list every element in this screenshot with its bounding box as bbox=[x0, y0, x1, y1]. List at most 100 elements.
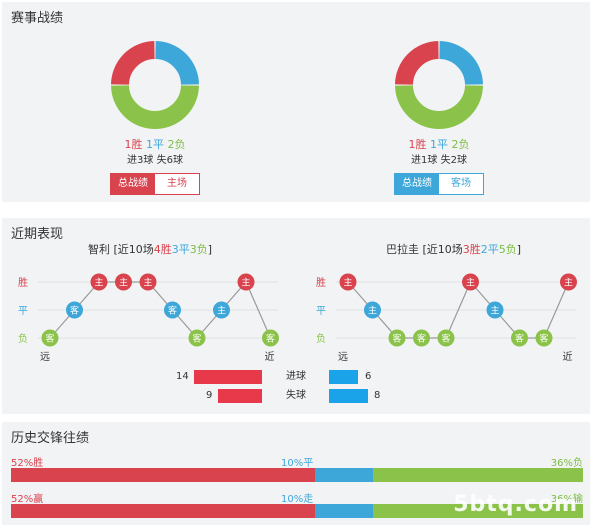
match-result-dot[interactable] bbox=[364, 301, 381, 319]
match-result-dot[interactable] bbox=[237, 273, 255, 291]
section-title: 历史交锋往绩 bbox=[11, 431, 90, 446]
draw-segment bbox=[314, 468, 373, 482]
venue-label: 主 bbox=[94, 277, 103, 289]
head-to-head-panel: 历史交锋往绩 52%胜 10%平 36%负 52%赢 10%走 36%输 5bt… bbox=[2, 422, 590, 525]
draw-segment bbox=[314, 504, 373, 518]
away-record-summary: 1胜 1平 2负 bbox=[349, 138, 529, 152]
draw-segment bbox=[438, 41, 483, 86]
match-result-dot[interactable] bbox=[164, 301, 181, 319]
near-label: 近 bbox=[563, 350, 573, 363]
home-goals-for-bar bbox=[194, 370, 262, 384]
loss-segment bbox=[395, 84, 483, 129]
venue-label: 客 bbox=[192, 333, 201, 345]
venue-label: 主 bbox=[241, 277, 250, 289]
h2h-handicap-row: 52%赢 10%走 36%输 bbox=[11, 488, 583, 518]
match-result-dot[interactable] bbox=[188, 329, 206, 347]
venue-label: 客 bbox=[392, 333, 401, 345]
win-segment bbox=[395, 41, 440, 86]
far-label: 远 bbox=[338, 351, 348, 363]
goals-summary: 进3球 失6球 bbox=[127, 155, 183, 166]
match-result-dot[interactable] bbox=[413, 329, 430, 347]
team-name: 巴拉圭 bbox=[386, 243, 419, 256]
match-result-dot[interactable] bbox=[115, 273, 132, 291]
loss-count: 2负 bbox=[167, 138, 186, 151]
home-record-donut bbox=[111, 41, 199, 129]
h2h-loss-pct: 36%负 bbox=[550, 458, 583, 469]
form-draws: 3平 bbox=[171, 243, 190, 256]
h2h-push-pct: 10%走 bbox=[281, 494, 314, 505]
match-result-dot[interactable] bbox=[560, 273, 577, 291]
h2h-cover-pct: 52%赢 bbox=[11, 494, 44, 505]
away-goals-against-bar bbox=[329, 389, 368, 403]
win-count: 1胜 bbox=[408, 138, 427, 151]
tab-overall[interactable]: 总战绩 bbox=[395, 174, 439, 194]
match-result-dot[interactable] bbox=[213, 301, 230, 319]
match-result-dot[interactable] bbox=[388, 329, 406, 347]
venue-label: 主 bbox=[343, 277, 352, 289]
tab-home[interactable]: 主场 bbox=[155, 174, 199, 194]
row-label-D: 平 bbox=[316, 306, 326, 317]
h2h-result-bar bbox=[11, 468, 583, 482]
match-result-dot[interactable] bbox=[535, 329, 553, 347]
near-label: 近 bbox=[265, 350, 275, 363]
form-suffix: ] bbox=[207, 243, 213, 256]
recent-form-panel: 近期表现 智利 [近10场4胜3平3负] 巴拉圭 [近10场3胜2平5负] 胜平… bbox=[2, 218, 590, 414]
venue-label: 客 bbox=[417, 333, 426, 345]
match-result-dot[interactable] bbox=[41, 329, 59, 347]
win-segment bbox=[11, 468, 315, 482]
match-result-dot[interactable] bbox=[66, 301, 83, 319]
row-label-W: 胜 bbox=[18, 277, 28, 289]
match-result-dot[interactable] bbox=[486, 301, 504, 319]
far-label: 远 bbox=[40, 351, 50, 363]
team-name: 智利 bbox=[88, 243, 110, 256]
season-record-panel: 赛事战绩 1胜 1平 2负 进3球 失6球 总战绩 主场 1胜 1平 2负 进1… bbox=[2, 2, 590, 202]
form-losses: 5负 bbox=[498, 243, 517, 256]
match-result-dot[interactable] bbox=[339, 273, 357, 291]
away-record-donut bbox=[395, 41, 483, 129]
row-label-L: 负 bbox=[316, 332, 326, 345]
match-result-dot[interactable] bbox=[90, 273, 108, 291]
form-losses: 3负 bbox=[189, 243, 208, 256]
away-goals-against-value: 8 bbox=[374, 390, 381, 401]
match-result-dot[interactable] bbox=[437, 329, 455, 347]
section-title: 赛事战绩 bbox=[11, 11, 64, 26]
draw-count: 1平 bbox=[430, 138, 448, 151]
home-record-summary: 1胜 1平 2负 bbox=[65, 138, 245, 152]
home-goals-against-value: 9 bbox=[206, 390, 213, 401]
win-segment bbox=[11, 504, 315, 518]
venue-label: 主 bbox=[564, 277, 573, 289]
watermark-logo: 5btq.com bbox=[453, 492, 578, 517]
away-team-record: 1胜 1平 2负 进1球 失2球 总战绩 客场 bbox=[349, 38, 529, 195]
h2h-win-pct: 52%胜 bbox=[11, 458, 44, 469]
record-filter-tabs: 总战绩 客场 bbox=[394, 173, 484, 195]
away-goals-for-bar bbox=[329, 370, 358, 384]
venue-label: 客 bbox=[515, 333, 524, 345]
goals-for-label: 进球 bbox=[286, 371, 306, 382]
goals-against-label: 失球 bbox=[286, 390, 306, 401]
venue-label: 客 bbox=[70, 305, 79, 317]
loss-count: 2负 bbox=[451, 138, 470, 151]
win-segment bbox=[111, 41, 156, 86]
form-prefix: [近10场 bbox=[110, 243, 154, 256]
form-trend-line bbox=[49, 280, 272, 339]
away-team-form-header: 巴拉圭 [近10场3胜2平5负] bbox=[386, 241, 521, 257]
match-result-dot[interactable] bbox=[262, 329, 279, 347]
loss-segment bbox=[372, 468, 583, 482]
match-result-dot[interactable] bbox=[139, 273, 157, 291]
tab-overall[interactable]: 总战绩 bbox=[111, 174, 155, 194]
record-filter-tabs: 总战绩 主场 bbox=[110, 173, 200, 195]
loss-segment bbox=[372, 504, 583, 518]
home-team-record: 1胜 1平 2负 进3球 失6球 总战绩 主场 bbox=[65, 38, 245, 195]
venue-label: 客 bbox=[266, 333, 275, 345]
tab-away[interactable]: 客场 bbox=[439, 174, 483, 194]
form-wins: 4胜 bbox=[153, 243, 172, 256]
match-result-dot[interactable] bbox=[462, 273, 479, 291]
match-result-dot[interactable] bbox=[511, 329, 528, 347]
venue-label: 客 bbox=[539, 333, 548, 345]
form-prefix: [近10场 bbox=[419, 243, 463, 256]
goals-summary: 进1球 失2球 bbox=[411, 155, 467, 166]
venue-label: 客 bbox=[441, 333, 450, 345]
venue-label: 主 bbox=[143, 277, 152, 289]
win-count: 1胜 bbox=[124, 138, 143, 151]
draw-segment bbox=[154, 41, 199, 86]
